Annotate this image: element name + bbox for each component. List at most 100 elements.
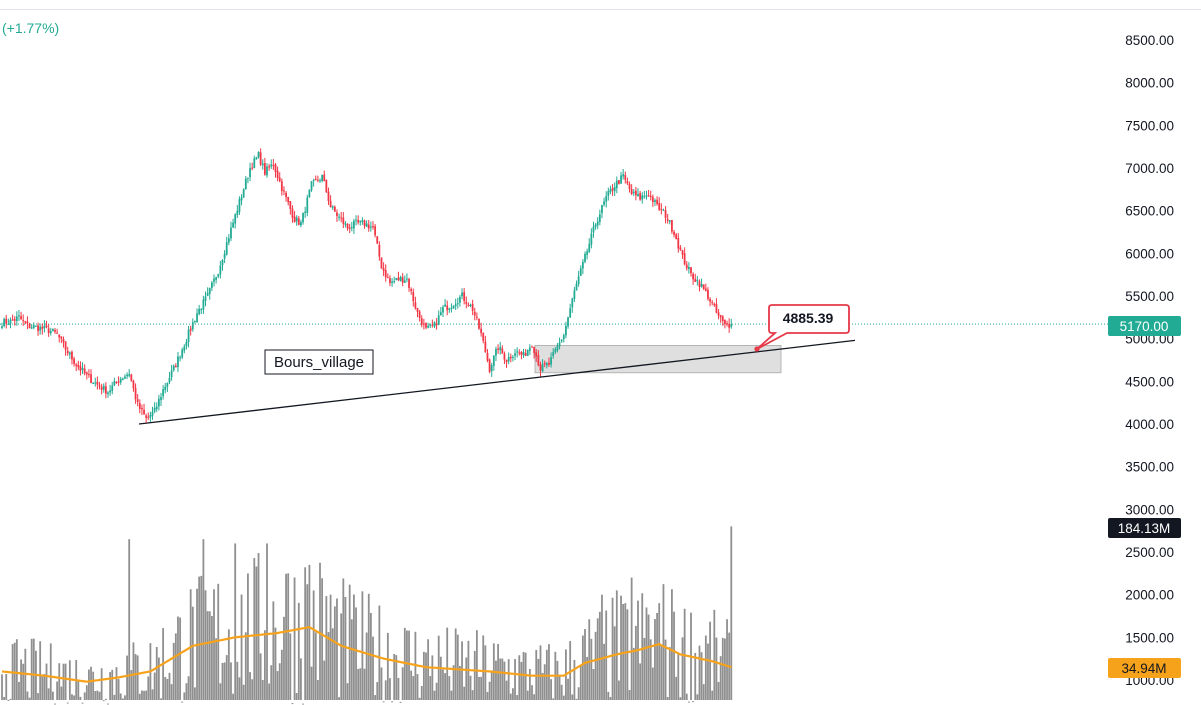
candle-body [503, 353, 506, 360]
candle-body [422, 323, 425, 325]
candle [113, 377, 116, 387]
candle-body [60, 336, 63, 339]
volume-bar [223, 662, 226, 700]
candle [230, 221, 232, 242]
candle [71, 350, 73, 365]
candle [191, 318, 194, 332]
volume-bar [83, 692, 86, 700]
support-zone-rectangle[interactable] [534, 345, 782, 374]
volume-bar [550, 679, 552, 700]
candle [711, 300, 714, 306]
volume-bar [528, 668, 531, 700]
candle [558, 337, 561, 350]
candle-body [461, 292, 463, 297]
volume-bar [586, 656, 589, 700]
candle [439, 307, 442, 316]
volume-bar [3, 696, 6, 700]
candle-body [312, 179, 315, 181]
candle [64, 341, 67, 356]
candle [3, 317, 6, 328]
candle-body [446, 305, 449, 311]
candle [425, 322, 427, 330]
candle [54, 327, 56, 334]
volume-bar [302, 703, 304, 705]
volume-bar [225, 655, 228, 700]
volume-bar [671, 589, 673, 700]
candle [694, 273, 697, 283]
volume-bar [338, 697, 340, 700]
candle-body [126, 374, 128, 377]
candle-body [291, 208, 294, 218]
candle [395, 277, 398, 281]
candle [295, 215, 298, 226]
candle-body [331, 206, 334, 208]
candle-body [386, 277, 389, 279]
candle [124, 374, 126, 380]
volume-bar [215, 638, 218, 700]
candle [107, 391, 109, 398]
volume-bar [136, 655, 139, 700]
candle-body [138, 403, 141, 409]
candle [654, 198, 656, 206]
volume-bar [389, 678, 391, 700]
candle [535, 348, 538, 363]
candle-body [210, 282, 213, 288]
candle-body [647, 195, 650, 197]
candle [416, 307, 419, 318]
candle [605, 191, 608, 208]
volume-bar [501, 658, 504, 700]
candle-body [490, 365, 493, 372]
price-axis-tick-label: 2000.00 [1125, 588, 1174, 603]
volume-bar [251, 679, 254, 700]
volume-bar [410, 670, 413, 700]
volume-bar [376, 682, 379, 700]
candle [39, 323, 42, 335]
candle [456, 297, 459, 309]
volume-bar [336, 598, 338, 700]
candle [681, 249, 684, 259]
candle-body [134, 387, 137, 400]
volume-bar [268, 683, 271, 700]
candle-body [664, 210, 667, 218]
text-note-box[interactable]: Bours_village [264, 349, 374, 375]
candle [442, 304, 444, 318]
candle [153, 402, 156, 414]
volume-bar [677, 653, 680, 700]
candle-body [56, 332, 59, 334]
candle-body [208, 287, 211, 294]
volume-bar [270, 665, 273, 700]
candle [227, 234, 230, 246]
candle [134, 383, 137, 404]
candle [649, 190, 652, 201]
candle-body [196, 313, 198, 323]
candle-body [685, 264, 688, 269]
candle-body [369, 226, 372, 228]
price-axis[interactable]: 8500.00 8000.00 7500.00 7000.00 6500.00 6000.… [1125, 33, 1174, 688]
price-callout[interactable]: 4885.39 [754, 304, 850, 352]
candle-body [598, 214, 601, 222]
volume-bar [579, 665, 582, 700]
trendline[interactable] [138, 339, 856, 425]
candle-body [253, 158, 256, 169]
candle-body [157, 398, 160, 407]
volume-bar [9, 698, 12, 700]
volume-bar [124, 695, 126, 700]
candle [548, 357, 550, 367]
volume-bar [507, 659, 510, 700]
candle [276, 166, 279, 182]
candle [567, 316, 569, 329]
candle [709, 297, 711, 307]
candle [126, 372, 128, 379]
volume-bar [562, 695, 565, 700]
volume-bar [151, 689, 154, 700]
candle-body [539, 364, 542, 371]
candle-body [429, 324, 432, 326]
candle [594, 223, 597, 230]
volume-bar [160, 698, 162, 700]
volume-bar [484, 645, 487, 700]
volume-bar [499, 658, 502, 700]
candle-body [480, 328, 483, 334]
volume-bar [283, 616, 285, 700]
candle-body [533, 347, 536, 354]
